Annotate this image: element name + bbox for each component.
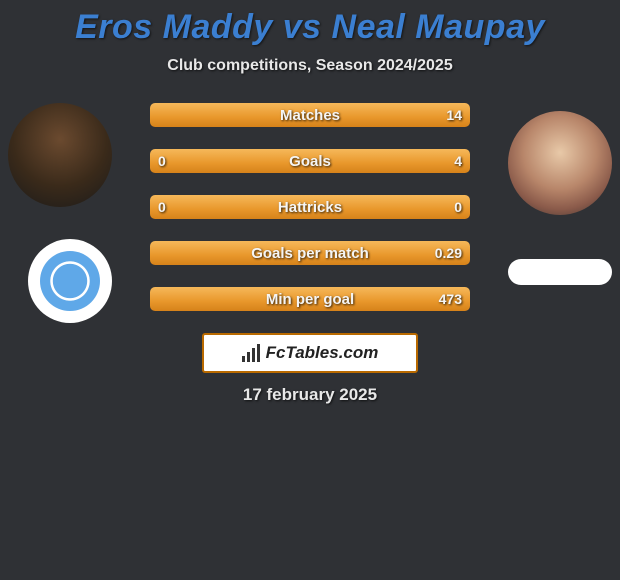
club-left-badge: [28, 239, 112, 323]
chart-icon: [242, 344, 260, 362]
player-left-avatar: [8, 103, 112, 207]
page-title: Eros Maddy vs Neal Maupay: [0, 8, 620, 47]
stat-bars: Matches14 Goals04 Hattricks00 Goals per mat…: [150, 103, 470, 311]
content-area: Matches14 Goals04 Hattricks00 Goals per mat…: [0, 103, 620, 405]
club-right-badge: [508, 259, 612, 285]
stat-row: Hattricks00: [150, 195, 470, 219]
subtitle: Club competitions, Season 2024/2025: [0, 57, 620, 75]
stat-bar-fill-right: [150, 103, 470, 127]
stat-row: Min per goal473: [150, 287, 470, 311]
stat-row: Goals04: [150, 149, 470, 173]
stat-bar-fill-right: [150, 149, 470, 173]
stat-bar-fill-right: [150, 287, 470, 311]
date-text: 17 february 2025: [0, 385, 620, 405]
stat-bar-fill-right: [150, 241, 470, 265]
infographic-root: Eros Maddy vs Neal Maupay Club competiti…: [0, 0, 620, 580]
brand-text: FcTables.com: [266, 343, 379, 363]
brand-box: FcTables.com: [202, 333, 418, 373]
stat-row: Matches14: [150, 103, 470, 127]
stat-row: Goals per match0.29: [150, 241, 470, 265]
player-right-avatar: [508, 111, 612, 215]
stat-bar-fill-right: [150, 195, 470, 219]
